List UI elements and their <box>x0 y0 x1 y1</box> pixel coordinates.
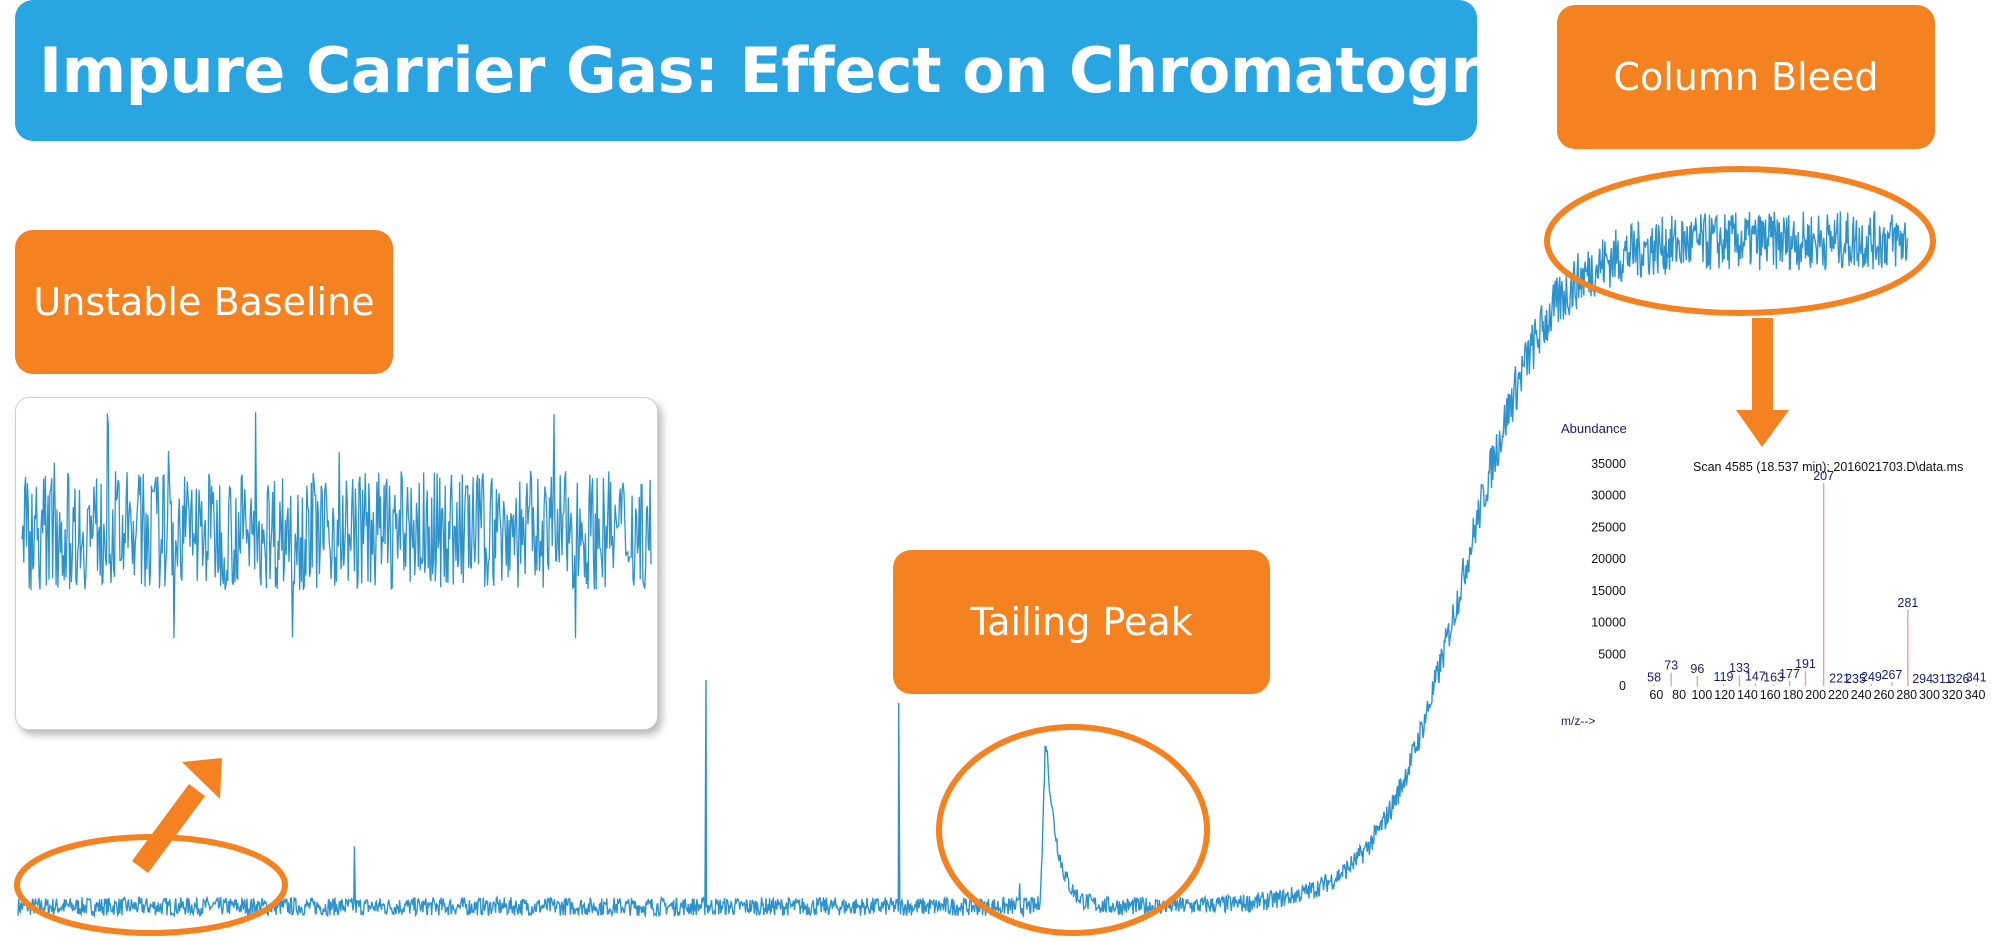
ms-ytick: 0 <box>1619 679 1626 693</box>
ms-xtick: 280 <box>1896 688 1917 702</box>
ms-peak-label: 163 <box>1763 671 1784 685</box>
ms-ylabel: Abundance <box>1561 421 1627 436</box>
ms-xtick: 100 <box>1691 688 1712 702</box>
baseline-noise-trace <box>21 412 652 639</box>
callout-unstable-baseline: Unstable Baseline <box>15 230 393 374</box>
ms-xtick: 320 <box>1942 688 1963 702</box>
ms-peak-label: 326 <box>1949 672 1970 686</box>
ms-peak-label: 221 <box>1829 671 1850 685</box>
ms-peak-label: 281 <box>1897 596 1918 610</box>
ms-peak-label: 311 <box>1932 672 1952 686</box>
ms-peak-label: 73 <box>1664 659 1678 673</box>
ms-ytick: 10000 <box>1591 616 1626 630</box>
title-banner: Impure Carrier Gas: Effect on Chromatogr… <box>15 0 1650 141</box>
page-title: Impure Carrier Gas: Effect on Chromatogr… <box>39 34 1650 107</box>
ms-peak-label: 294 <box>1912 672 1933 686</box>
ms-peak-label: 191 <box>1795 657 1816 671</box>
ellipse-tailing <box>936 724 1210 936</box>
baseline-zoom-chart <box>21 412 652 639</box>
ms-xtick: 140 <box>1737 688 1758 702</box>
ms-ytick: 20000 <box>1591 552 1626 566</box>
ms-peak-label: 177 <box>1779 667 1800 681</box>
ms-xtick: 180 <box>1783 688 1804 702</box>
ms-xtick: 80 <box>1672 688 1686 702</box>
ms-xtick: 120 <box>1714 688 1735 702</box>
ms-xtick: 160 <box>1760 688 1781 702</box>
ms-peak-label: 133 <box>1729 661 1750 675</box>
baseline-zoom-panel <box>15 397 658 730</box>
ms-xlabel: m/z--> <box>1561 714 1595 728</box>
ms-xtick: 220 <box>1828 688 1849 702</box>
ms-xtick: 200 <box>1805 688 1826 702</box>
callout-tailing-peak: Tailing Peak <box>893 550 1270 694</box>
arrow-up-right <box>131 758 222 873</box>
ms-peak-label: 341 <box>1966 671 1987 685</box>
ms-ytick: 35000 <box>1591 457 1626 471</box>
ms-peak-label: 119 <box>1714 670 1734 684</box>
ms-xtick: 240 <box>1851 688 1872 702</box>
mass-spectrum: Abundance Scan 4585 (18.537 min): 2016021… <box>1561 421 1987 728</box>
ms-peak-label: 207 <box>1813 469 1834 483</box>
ms-xtick: 300 <box>1919 688 1940 702</box>
ms-peak-label: 267 <box>1882 668 1903 682</box>
ms-ytick: 15000 <box>1591 584 1626 598</box>
ms-title: Scan 4585 (18.537 min): 2016021703.D\dat… <box>1693 460 1963 474</box>
ms-xtick: 60 <box>1649 688 1663 702</box>
ms-ytick: 5000 <box>1598 647 1626 661</box>
ms-peak-label: 147 <box>1745 669 1766 683</box>
ms-peak-label: 249 <box>1861 670 1882 684</box>
callout-column-bleed: Column Bleed <box>1557 5 1935 149</box>
ms-peak-label: 58 <box>1647 671 1661 685</box>
ms-ytick: 25000 <box>1591 520 1626 534</box>
ms-ytick: 30000 <box>1591 489 1626 503</box>
ms-peak-label: 96 <box>1690 662 1704 676</box>
ellipse-bleed <box>1544 166 1936 316</box>
ms-xtick: 260 <box>1874 688 1895 702</box>
ms-xtick: 340 <box>1965 688 1986 702</box>
arrow-down <box>1736 318 1789 447</box>
ms-peak-label: 235 <box>1845 672 1866 686</box>
